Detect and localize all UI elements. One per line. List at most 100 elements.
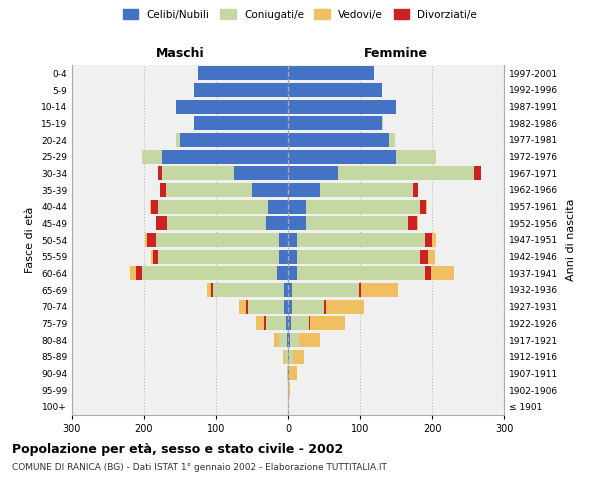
Bar (290, 333, 299, 347)
Bar (288, 400, 289, 414)
Bar (288, 333, 290, 347)
Bar (421, 250, 428, 264)
Bar (176, 100, 288, 114)
Bar (288, 133, 389, 147)
Bar (361, 283, 398, 297)
Bar (296, 250, 421, 264)
Bar (296, 233, 425, 247)
Bar (162, 166, 234, 180)
Bar (287, 366, 288, 380)
Text: Popolazione per età, sesso e stato civile - 2002: Popolazione per età, sesso e stato civil… (12, 442, 343, 456)
Bar (158, 166, 162, 180)
Bar (296, 266, 425, 280)
Bar (194, 116, 288, 130)
Bar (320, 183, 413, 197)
Bar (288, 316, 291, 330)
Bar (428, 250, 435, 264)
Bar (130, 266, 136, 280)
Bar (160, 183, 166, 197)
Bar (408, 216, 417, 230)
Bar (425, 233, 432, 247)
Bar (158, 250, 280, 264)
Bar (234, 166, 288, 180)
Bar (167, 216, 266, 230)
Bar (166, 183, 252, 197)
Bar (288, 350, 289, 364)
Bar (288, 250, 296, 264)
Bar (382, 116, 383, 130)
Bar (288, 216, 306, 230)
Bar (280, 233, 288, 247)
Bar (288, 366, 289, 380)
Bar (288, 233, 296, 247)
Bar (142, 150, 162, 164)
Bar (151, 250, 152, 264)
Y-axis label: Anni di nascita: Anni di nascita (566, 198, 577, 281)
Bar (431, 266, 454, 280)
Bar (291, 316, 309, 330)
Bar (252, 183, 288, 197)
Bar (145, 233, 147, 247)
Bar (194, 83, 288, 97)
Bar (156, 216, 167, 230)
Bar (264, 316, 266, 330)
Bar (151, 200, 158, 214)
Bar (150, 200, 151, 214)
Bar (206, 283, 211, 297)
Legend: Celibi/Nubili, Coniugati/e, Vedovi/e, Divorziati/e: Celibi/Nubili, Coniugati/e, Vedovi/e, Di… (119, 5, 481, 24)
Bar (396, 150, 436, 164)
Bar (285, 350, 288, 364)
Bar (288, 166, 338, 180)
Bar (162, 150, 288, 164)
Bar (309, 316, 310, 330)
Bar (293, 350, 304, 364)
Bar (274, 333, 278, 347)
Bar (152, 250, 158, 264)
Bar (277, 266, 288, 280)
Bar (288, 183, 320, 197)
Bar (425, 266, 431, 280)
Bar (292, 283, 359, 297)
Bar (288, 66, 374, 80)
Text: COMUNE DI RANICA (BG) - Dati ISTAT 1° gennaio 2002 - Elaborazione TUTTITALIA.IT: COMUNE DI RANICA (BG) - Dati ISTAT 1° ge… (12, 462, 387, 471)
Bar (289, 350, 293, 364)
Bar (289, 366, 296, 380)
Bar (136, 266, 142, 280)
Bar (283, 350, 285, 364)
Bar (306, 216, 408, 230)
Bar (288, 150, 396, 164)
Bar (176, 133, 180, 147)
Bar (417, 216, 418, 230)
Bar (324, 300, 326, 314)
Bar (288, 100, 396, 114)
Bar (288, 383, 290, 397)
Bar (299, 333, 320, 347)
Bar (284, 300, 288, 314)
Bar (288, 200, 306, 214)
Bar (248, 300, 284, 314)
Y-axis label: Fasce di età: Fasce di età (25, 207, 35, 273)
Bar (359, 283, 361, 297)
Bar (413, 183, 418, 197)
Bar (288, 266, 296, 280)
Text: Femmine: Femmine (364, 47, 428, 60)
Bar (280, 250, 288, 264)
Bar (266, 316, 286, 330)
Bar (284, 283, 288, 297)
Bar (268, 200, 288, 214)
Bar (278, 333, 287, 347)
Bar (310, 316, 345, 330)
Bar (432, 233, 436, 247)
Bar (198, 66, 288, 80)
Bar (155, 233, 280, 247)
Bar (288, 116, 382, 130)
Bar (180, 133, 288, 147)
Bar (239, 300, 246, 314)
Bar (292, 300, 324, 314)
Bar (246, 300, 248, 314)
Bar (425, 200, 427, 214)
Bar (306, 200, 420, 214)
Text: Maschi: Maschi (155, 47, 205, 60)
Bar (326, 300, 364, 314)
Bar (338, 166, 474, 180)
